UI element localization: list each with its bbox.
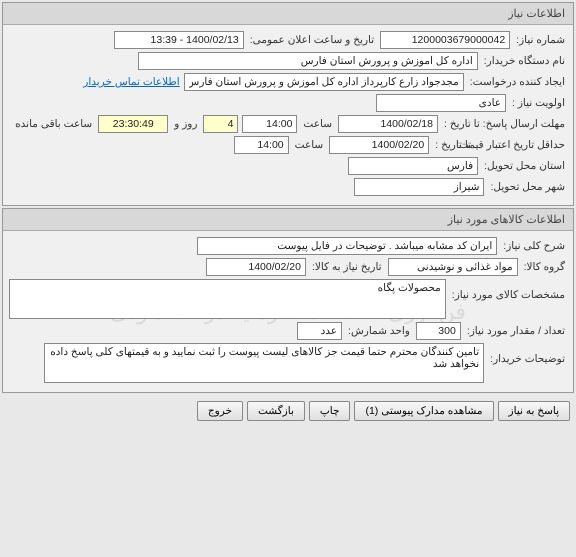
need-info-panel: اطلاعات نیاز شماره نیاز: تاریخ و ساعت اع… [2, 2, 574, 206]
buyer-notes-field[interactable] [44, 343, 484, 383]
group-label: گروه کالا: [522, 261, 567, 273]
buyer-org-field[interactable] [138, 52, 478, 70]
response-deadline-label: مهلت ارسال پاسخ: تا تاریخ : [442, 118, 567, 130]
goods-info-panel: اطلاعات کالاهای مورد نیاز فن آوری اطلاعا… [2, 208, 574, 393]
time-label-1: ساعت [301, 118, 334, 130]
buyer-org-label: نام دستگاه خریدار: [482, 55, 567, 67]
min-validity-label: حداقل تاریخ اعتبار قیمت: [477, 139, 567, 151]
delivery-province-label: استان محل تحویل: [482, 160, 567, 172]
announce-label: تاریخ و ساعت اعلان عمومی: [248, 34, 376, 46]
qty-field[interactable] [416, 322, 461, 340]
qty-label: تعداد / مقدار مورد نیاز: [465, 325, 567, 337]
remaining-label: ساعت باقی مانده [13, 118, 94, 130]
delivery-city-label: شهر محل تحویل: [488, 181, 567, 193]
need-number-field[interactable] [380, 31, 510, 49]
validity-time-field[interactable] [234, 136, 289, 154]
need-info-header: اطلاعات نیاز [3, 3, 573, 25]
attachments-button[interactable]: مشاهده مدارک پیوستی (1) [354, 401, 493, 421]
contact-link[interactable]: اطلاعات تماس خریدار [83, 76, 179, 88]
group-field[interactable] [388, 258, 518, 276]
button-bar: پاسخ به نیاز مشاهده مدارک پیوستی (1) چاپ… [0, 395, 576, 427]
creator-field[interactable] [184, 73, 464, 91]
to-date-label: تا تاریخ : [433, 139, 473, 151]
creator-label: ایجاد کننده درخواست: [468, 76, 567, 88]
validity-date-field[interactable] [329, 136, 429, 154]
announce-field[interactable] [114, 31, 244, 49]
goods-spec-label: مشخصات کالای مورد نیاز: [450, 279, 567, 301]
delivery-city-field[interactable] [354, 178, 484, 196]
unit-label: واحد شمارش: [346, 325, 412, 337]
response-time-field[interactable] [242, 115, 297, 133]
exit-button[interactable]: خروج [197, 401, 243, 421]
priority-label: اولویت نیاز : [510, 97, 567, 109]
print-button[interactable]: چاپ [309, 401, 351, 421]
time-label-2: ساعت [293, 139, 326, 151]
delivery-province-field[interactable] [348, 157, 478, 175]
days-label: روز و [172, 118, 199, 130]
general-desc-label: شرح کلی نیاز: [501, 240, 567, 252]
need-number-label: شماره نیاز: [514, 34, 567, 46]
unit-field[interactable] [297, 322, 342, 340]
response-date-field[interactable] [338, 115, 438, 133]
goods-spec-field[interactable] [9, 279, 446, 319]
need-by-label: تاریخ نیاز به کالا: [310, 261, 384, 273]
buyer-notes-label: توضیحات خریدار: [488, 343, 567, 365]
countdown-field[interactable] [98, 115, 168, 133]
goods-info-header: اطلاعات کالاهای مورد نیاز [3, 209, 573, 231]
respond-button[interactable]: پاسخ به نیاز [498, 401, 570, 421]
general-desc-field[interactable] [197, 237, 497, 255]
days-field[interactable] [203, 115, 238, 133]
need-by-date-field[interactable] [206, 258, 306, 276]
priority-field[interactable] [376, 94, 506, 112]
back-button[interactable]: بازگشت [247, 401, 305, 421]
